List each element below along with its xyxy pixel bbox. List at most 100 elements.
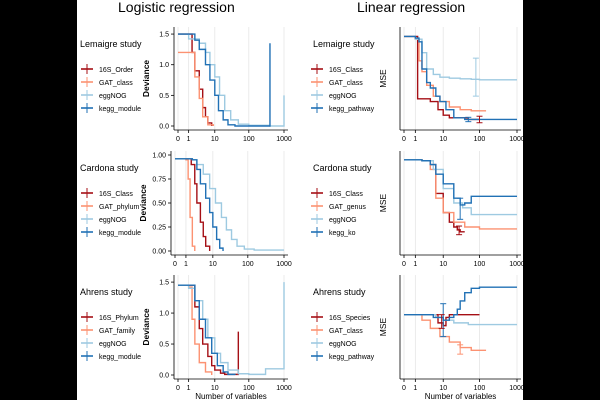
legend-label: eggNOG (99, 217, 127, 224)
legend-label: eggNOG (329, 217, 357, 224)
x-tick-label: 1000 (509, 261, 523, 268)
study-title: Ahrens study (80, 287, 133, 297)
study-title: Cardona study (80, 163, 139, 173)
x-tick-label: 10 (439, 385, 447, 392)
legend-label: GAT_genus (329, 204, 366, 211)
study-title: Lemaigre study (313, 39, 375, 49)
legend-label: GAT_phylum (99, 204, 139, 211)
x-tick-label: 1 (413, 261, 417, 268)
legend-label: 16S_Phylum (99, 315, 139, 322)
x-tick-label: 10 (439, 136, 447, 143)
series-line-kegg_module (178, 33, 271, 127)
x-axis-label: Number of variables (195, 392, 267, 400)
y-tick-label: 1.0 (159, 62, 169, 69)
x-axis-label: Number of variables (425, 392, 497, 400)
x-tick-label: 1000 (276, 385, 292, 392)
series-line-eggNOG (178, 33, 285, 127)
y-axis-label: MSE (378, 317, 388, 336)
y-tick-label: 0.25 (152, 225, 166, 232)
series-line-GAT_class (404, 35, 487, 112)
chart-grid: Lemaigre study 16S_Order GAT_class eggNOG ke… (80, 27, 523, 400)
legend-label: eggNOG (99, 93, 127, 100)
legend-label: eggNOG (329, 93, 357, 100)
legend-label: kegg_module (99, 106, 141, 113)
ahrens-linear-panel: Ahrens study 16S_Species GAT_class eggNOG ke… (311, 275, 523, 400)
y-tick-label: 1.5 (159, 32, 169, 39)
y-axis-label: Deviance (141, 60, 151, 98)
x-tick-label: 100 (243, 136, 255, 143)
x-tick-label: 0 (176, 385, 180, 392)
x-tick-label: 0 (402, 261, 406, 268)
x-tick-label: 100 (474, 261, 486, 268)
lemaigre-linear-panel: Lemaigre study 16S_Class GAT_class eggNOG ke… (311, 27, 523, 143)
y-axis-label: Deviance (141, 308, 151, 346)
x-tick-label: 0 (176, 136, 180, 143)
linear-column-title: Linear regression (357, 0, 466, 15)
x-tick-label: 1 (413, 385, 417, 392)
y-tick-label: 1.0 (159, 311, 169, 318)
y-axis-label: MSE (378, 193, 388, 212)
legend-label: 16S_Class (99, 191, 133, 198)
series-line-16S_Class (404, 159, 465, 233)
y-tick-label: 1.5 (159, 280, 169, 287)
cardona-logistic-panel: Cardona study 16S_Class GAT_phylum eggNOG ke… (80, 151, 292, 268)
x-tick-label: 10 (209, 261, 217, 268)
ahrens-logistic-panel: Ahrens study 16S_Phylum GAT_family eggNOG ke… (80, 275, 292, 400)
legend-label: kegg_pathway (329, 106, 375, 113)
y-axis-label: Deviance (138, 184, 148, 222)
x-tick-label: 10 (211, 385, 219, 392)
series-line-eggNOG (404, 35, 517, 81)
legend-label: GAT_class (329, 80, 363, 87)
legend-label: kegg_module (99, 230, 141, 237)
x-tick-label: 100 (243, 385, 255, 392)
y-tick-label: 0.0 (159, 124, 169, 131)
y-tick-label: 0.5 (159, 93, 169, 100)
lemaigre-logistic-panel: Lemaigre study 16S_Order GAT_class eggNOG ke… (80, 27, 292, 143)
series-line-16S_Phylum (178, 284, 240, 376)
series-line-eggNOG (178, 282, 285, 376)
x-tick-label: 100 (474, 136, 486, 143)
legend-label: 16S_Class (329, 191, 363, 198)
series-line-16S_Class (175, 158, 211, 251)
x-tick-label: 1 (184, 261, 188, 268)
legend-label: 16S_Species (329, 315, 371, 322)
study-title: Lemaigre study (80, 39, 142, 49)
logistic-column-title: Logistic regression (118, 0, 235, 15)
x-tick-label: 100 (242, 261, 254, 268)
series-line-GAT_phylum (175, 158, 196, 251)
x-tick-label: 0 (173, 261, 177, 268)
x-tick-label: 1000 (276, 136, 292, 143)
legend-label: kegg_module (99, 354, 141, 361)
series-line-GAT_class (178, 51, 215, 126)
legend-label: kegg_ko (329, 230, 356, 237)
y-tick-label: 0.5 (159, 342, 169, 349)
x-tick-label: 1 (413, 136, 417, 143)
series-line-eggNOG (175, 158, 284, 251)
series-line-kegg_pathway (404, 35, 517, 121)
legend-label: 16S_Class (329, 67, 363, 74)
legend-label: GAT_family (99, 328, 136, 335)
legend-label: 16S_Order (99, 67, 134, 74)
series-line-kegg_pathway (404, 286, 517, 321)
x-tick-label: 1000 (509, 385, 523, 392)
x-tick-label: 1000 (509, 136, 523, 143)
y-tick-label: 0.00 (152, 249, 166, 256)
legend-label: GAT_class (329, 328, 363, 335)
series-line-16S_Order (178, 33, 213, 126)
study-title: Cardona study (313, 163, 372, 173)
x-tick-label: 10 (211, 136, 219, 143)
x-tick-label: 1000 (276, 261, 292, 268)
figure-canvas: Logistic regression Linear regression Le… (77, 0, 523, 400)
cardona-linear-panel: Cardona study 16S_Class GAT_genus eggNOG keg… (311, 151, 523, 268)
y-tick-label: 0.50 (152, 201, 166, 208)
series-line-kegg_module (178, 284, 236, 376)
series-line-eggNOG (404, 313, 517, 326)
study-title: Ahrens study (313, 287, 366, 297)
legend-label: kegg_pathway (329, 354, 375, 361)
x-tick-label: 100 (474, 385, 486, 392)
legend-label: eggNOG (99, 341, 127, 348)
x-tick-label: 1 (187, 136, 191, 143)
y-tick-label: 0.75 (152, 177, 166, 184)
legend-label: GAT_class (99, 80, 133, 87)
y-axis-label: MSE (378, 69, 388, 88)
